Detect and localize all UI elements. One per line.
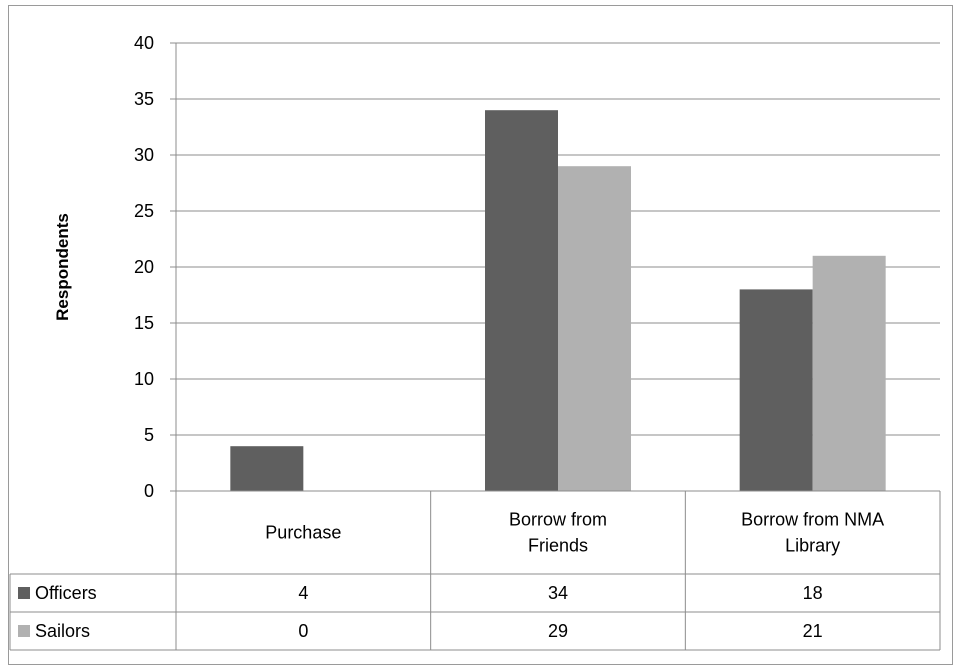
data-label: 4 bbox=[298, 583, 308, 603]
data-label: 34 bbox=[548, 583, 568, 603]
bar-sailors-2 bbox=[812, 255, 886, 491]
y-tick-label: 20 bbox=[134, 257, 154, 277]
y-tick-label: 25 bbox=[134, 201, 154, 221]
category-label: Purchase bbox=[265, 523, 341, 543]
category-label: Borrow from NMA bbox=[741, 510, 884, 530]
category-label: Library bbox=[785, 536, 840, 556]
data-label: 29 bbox=[548, 621, 568, 641]
y-axis-label: Respondents bbox=[53, 213, 72, 321]
chart-frame bbox=[8, 5, 953, 665]
legend-key-officers bbox=[18, 587, 30, 599]
legend-key-sailors bbox=[18, 625, 30, 637]
data-label: 21 bbox=[803, 621, 823, 641]
y-tick-label: 5 bbox=[144, 425, 154, 445]
bar-officers-2 bbox=[739, 289, 813, 491]
data-label: 0 bbox=[298, 621, 308, 641]
legend-label-officers: Officers bbox=[35, 583, 97, 603]
data-label: 18 bbox=[803, 583, 823, 603]
y-tick-label: 35 bbox=[134, 89, 154, 109]
legend-label-sailors: Sailors bbox=[35, 621, 90, 641]
y-tick-label: 40 bbox=[134, 33, 154, 53]
bar-officers-1 bbox=[485, 110, 558, 491]
y-tick-label: 0 bbox=[144, 481, 154, 501]
category-label: Borrow from bbox=[509, 510, 607, 530]
y-tick-label: 30 bbox=[134, 145, 154, 165]
bar-officers-0 bbox=[230, 446, 304, 491]
y-tick-label: 15 bbox=[134, 313, 154, 333]
bar-sailors-1 bbox=[558, 166, 631, 491]
category-label: Friends bbox=[528, 536, 588, 556]
y-tick-label: 10 bbox=[134, 369, 154, 389]
